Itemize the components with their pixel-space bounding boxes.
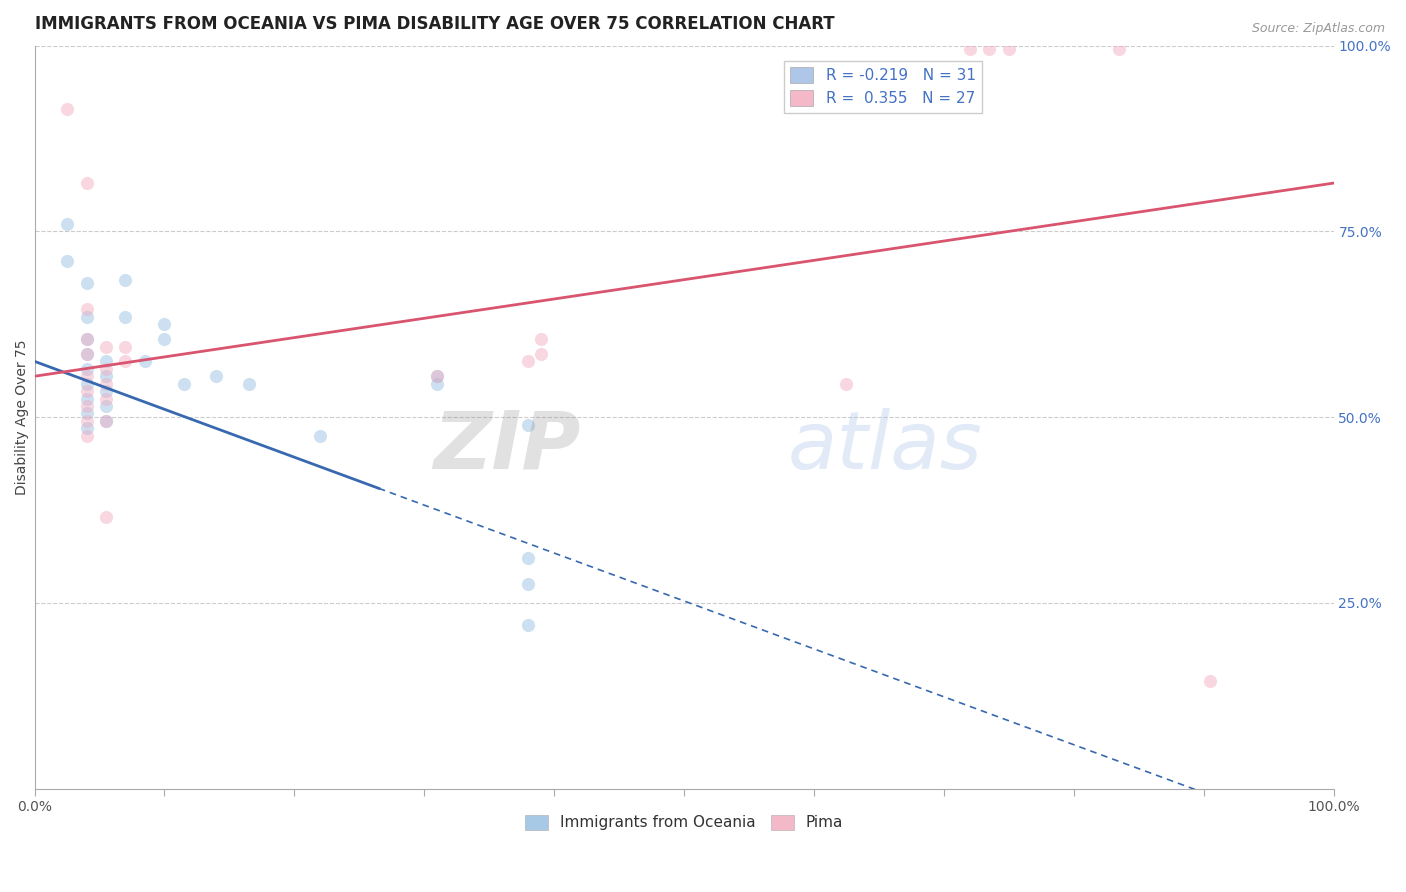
Point — [835, 376, 858, 391]
Point — [517, 577, 540, 591]
Point — [76, 332, 98, 346]
Point — [76, 277, 98, 291]
Point — [517, 618, 540, 632]
Point — [114, 339, 136, 353]
Point — [94, 354, 117, 368]
Point — [56, 254, 79, 268]
Point — [205, 369, 228, 384]
Point — [114, 273, 136, 287]
Point — [530, 332, 553, 346]
Text: IMMIGRANTS FROM OCEANIA VS PIMA DISABILITY AGE OVER 75 CORRELATION CHART: IMMIGRANTS FROM OCEANIA VS PIMA DISABILI… — [35, 15, 834, 33]
Point — [94, 399, 117, 413]
Point — [238, 376, 260, 391]
Text: Source: ZipAtlas.com: Source: ZipAtlas.com — [1251, 22, 1385, 36]
Point — [517, 354, 540, 368]
Point — [94, 510, 117, 524]
Point — [56, 102, 79, 116]
Point — [94, 361, 117, 376]
Point — [114, 354, 136, 368]
Point — [76, 302, 98, 317]
Point — [173, 376, 195, 391]
Y-axis label: Disability Age Over 75: Disability Age Over 75 — [15, 339, 30, 495]
Point — [76, 376, 98, 391]
Legend: Immigrants from Oceania, Pima: Immigrants from Oceania, Pima — [519, 808, 849, 837]
Point — [426, 369, 449, 384]
Point — [76, 399, 98, 413]
Point — [1199, 673, 1222, 688]
Point — [426, 369, 449, 384]
Point — [76, 406, 98, 420]
Point — [94, 376, 117, 391]
Point — [56, 217, 79, 231]
Point — [309, 428, 332, 442]
Point — [76, 414, 98, 428]
Point — [76, 310, 98, 324]
Point — [94, 414, 117, 428]
Point — [1108, 42, 1130, 56]
Point — [76, 347, 98, 361]
Point — [76, 332, 98, 346]
Point — [94, 414, 117, 428]
Point — [94, 339, 117, 353]
Point — [76, 428, 98, 442]
Point — [997, 42, 1019, 56]
Point — [94, 369, 117, 384]
Point — [76, 392, 98, 406]
Point — [153, 317, 176, 331]
Point — [153, 332, 176, 346]
Text: atlas: atlas — [787, 408, 983, 486]
Point — [530, 347, 553, 361]
Point — [114, 310, 136, 324]
Point — [94, 392, 117, 406]
Point — [76, 421, 98, 435]
Point — [76, 176, 98, 190]
Point — [76, 361, 98, 376]
Point — [94, 384, 117, 398]
Point — [517, 551, 540, 566]
Point — [426, 376, 449, 391]
Point — [134, 354, 156, 368]
Point — [517, 417, 540, 432]
Point — [76, 369, 98, 384]
Point — [76, 384, 98, 398]
Point — [76, 347, 98, 361]
Text: ZIP: ZIP — [433, 408, 581, 486]
Point — [959, 42, 981, 56]
Point — [979, 42, 1001, 56]
